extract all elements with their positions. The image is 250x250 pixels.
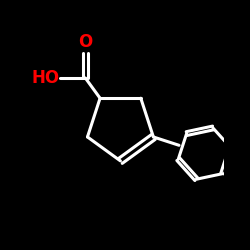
Text: O: O	[78, 34, 92, 52]
Text: HO: HO	[31, 69, 59, 87]
